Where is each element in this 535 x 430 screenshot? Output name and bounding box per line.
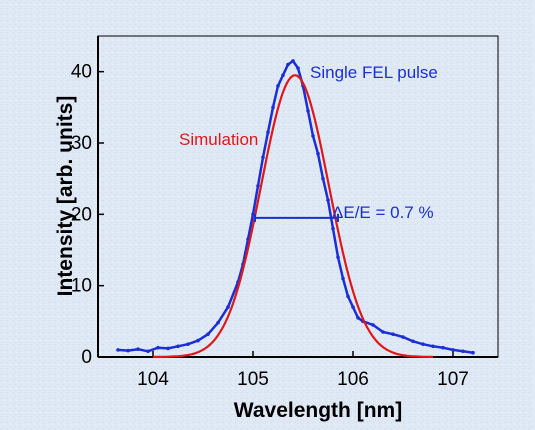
y-tick-label: 40 [71, 62, 92, 83]
measured-point [296, 66, 300, 70]
measured-point [306, 109, 310, 113]
measured-point [441, 345, 445, 350]
x-tick-label: 105 [237, 369, 269, 390]
x-axis-title: Wavelength [nm] [234, 399, 402, 422]
measured-point [166, 346, 170, 351]
measured-point [311, 134, 315, 138]
measured-point [326, 198, 330, 202]
measured-point [371, 323, 375, 327]
measured-point [261, 155, 265, 160]
measured-point [281, 73, 285, 78]
measured-point [216, 320, 220, 325]
series-simulation-line [152, 74, 433, 359]
measured-point [226, 305, 230, 309]
measured-point [351, 305, 355, 309]
measured-point [196, 338, 200, 343]
measured-point [156, 345, 160, 350]
annotation-measured-label: Single FEL pulse [310, 63, 438, 82]
measured-point [461, 349, 465, 354]
y-tick-label: 20 [71, 204, 92, 225]
measured-point [336, 255, 340, 259]
y-tick-label: 10 [71, 276, 92, 297]
measured-point [206, 332, 210, 336]
measured-point [186, 342, 190, 346]
measured-point [116, 348, 120, 352]
measured-point [471, 350, 475, 355]
y-tick-label: 0 [81, 347, 92, 368]
measured-point [291, 59, 295, 63]
measured-point [346, 294, 350, 299]
measured-point [401, 335, 405, 339]
measured-point [451, 348, 455, 352]
measured-point [331, 226, 335, 231]
measured-point [266, 130, 270, 135]
measured-point [316, 151, 320, 156]
measured-point [126, 348, 130, 353]
y-axis-title: Intensity [arb. units] [54, 96, 77, 297]
measured-point [356, 315, 360, 320]
measured-point [321, 176, 325, 181]
measured-point [276, 84, 280, 88]
measured-point [146, 349, 150, 354]
measured-point [411, 339, 415, 344]
measured-point [271, 105, 275, 110]
measured-point [136, 347, 140, 351]
measured-point [341, 276, 345, 281]
annotation-fwhm-label: ΔE/E = 0.7 % [332, 203, 434, 222]
measured-point [431, 344, 435, 349]
y-tick-label: 30 [71, 133, 92, 154]
measured-point [391, 332, 395, 336]
measured-point [286, 62, 290, 67]
measured-point [381, 330, 385, 334]
x-tick-label: 106 [337, 369, 369, 390]
annotation-simulation-label: Simulation [179, 130, 258, 149]
x-tick-label: 107 [437, 369, 469, 390]
measured-point [176, 344, 180, 349]
measured-point [256, 184, 260, 188]
measured-point [251, 212, 255, 217]
measured-point [421, 342, 425, 346]
x-tick-label: 104 [137, 369, 169, 390]
